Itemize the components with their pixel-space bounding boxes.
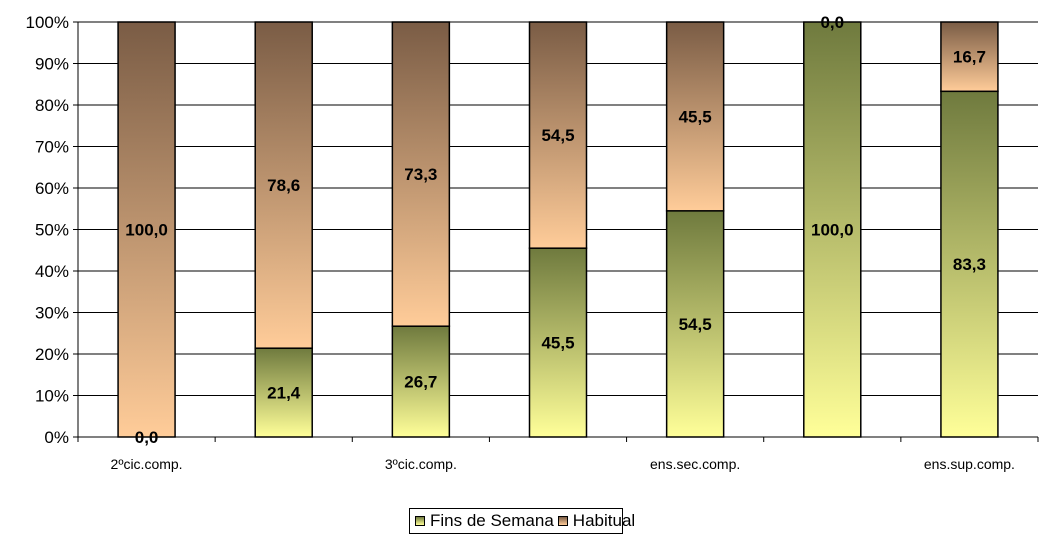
legend-swatch-habitual — [557, 516, 568, 526]
data-label: 21,4 — [267, 384, 301, 403]
data-label: 100,0 — [125, 221, 168, 240]
y-tick-label: 70% — [35, 138, 69, 157]
bar-segment-fins-de-semana — [803, 21, 862, 438]
legend-label-fins: Fins de Semana — [430, 511, 554, 530]
legend-swatch-fins — [415, 516, 425, 526]
y-tick-label: 0% — [44, 428, 69, 447]
data-label: 78,6 — [267, 176, 300, 195]
y-tick-label: 80% — [35, 96, 69, 115]
data-label: 45,5 — [679, 107, 712, 126]
x-tick-label: 2ºcic.comp. — [111, 456, 183, 472]
y-tick-label: 10% — [35, 387, 69, 406]
bar-segment-fins-de-semana — [665, 210, 725, 438]
bars — [117, 21, 999, 438]
data-label: 100,0 — [811, 221, 854, 240]
y-tick-label: 40% — [35, 262, 69, 281]
legend: Fins de Semana Habitual — [409, 508, 635, 534]
bar-segment-fins-de-semana — [528, 247, 588, 438]
x-tick-label: ens.sup.comp. — [924, 456, 1015, 472]
y-tick-label: 30% — [35, 304, 69, 323]
y-tick-label: 50% — [35, 221, 69, 240]
data-label: 45,5 — [541, 334, 574, 353]
data-label: 83,3 — [953, 255, 986, 274]
data-label: 0,0 — [135, 428, 159, 447]
bar-segment-fins-de-semana — [940, 90, 999, 438]
data-label: 26,7 — [404, 373, 437, 392]
bar-segment-fins-de-semana — [254, 347, 313, 438]
legend-item-fins: Fins de Semana — [415, 511, 554, 531]
data-label: 54,5 — [541, 126, 574, 145]
bar-segment-fins-de-semana — [391, 325, 451, 438]
legend-label-habitual: Habitual — [572, 511, 636, 530]
y-tick-label: 100% — [26, 13, 69, 32]
data-label: 54,5 — [679, 315, 712, 334]
legend-item-habitual: Habitual — [557, 511, 636, 531]
bar-segment-habitual — [665, 21, 725, 212]
data-labels: 0,0 100,0 21,4 78,6 26,7 73,3 45,5 54,5 54,5 45,5… — [125, 13, 986, 447]
x-tick-label: 3ºcic.comp. — [385, 456, 457, 472]
data-label: 0,0 — [820, 13, 844, 32]
y-tick-label: 20% — [35, 345, 69, 364]
data-label: 73,3 — [404, 165, 437, 184]
bar-segment-habitual — [391, 21, 451, 327]
bar-segment-habitual — [940, 21, 999, 93]
stacked-bar-chart: 0% 10% 20% 30% 40% 50% 60% 70% 80% 90% 100% 2ºcic.c… — [26, 13, 1039, 472]
data-label: 16,7 — [953, 48, 986, 67]
x-tick-label: ens.sec.comp. — [650, 456, 740, 472]
axes: 0% 10% 20% 30% 40% 50% 60% 70% 80% 90% 100% 2ºcic.c… — [26, 13, 1039, 472]
y-tick-label: 60% — [35, 179, 69, 198]
bar-segment-habitual — [117, 21, 176, 438]
bar-segment-habitual — [254, 21, 313, 349]
bar-segment-habitual — [528, 21, 588, 249]
y-tick-label: 90% — [35, 55, 69, 74]
